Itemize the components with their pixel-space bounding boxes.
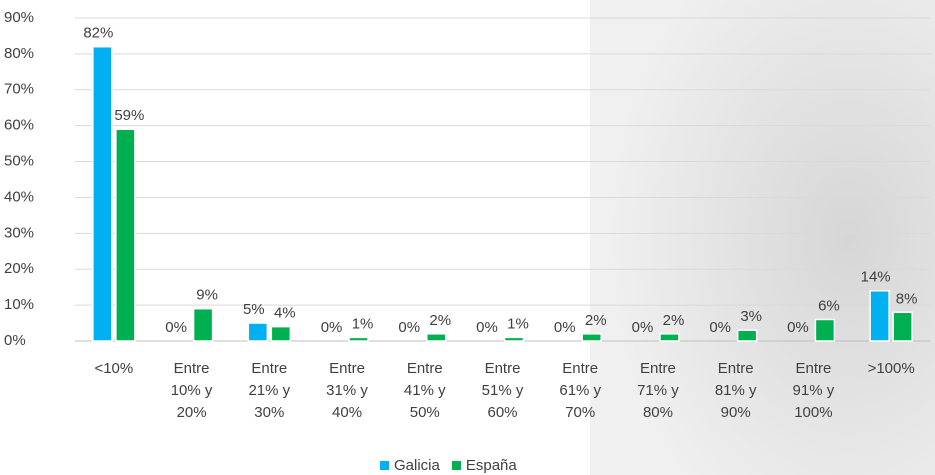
value-label: 0% [165,319,187,336]
value-label: 82% [83,25,113,42]
legend-label: Galicia [394,457,440,474]
y-tick-label: 10% [4,296,34,313]
value-label: 1% [507,315,529,332]
value-label: 0% [709,319,731,336]
bar [660,334,679,341]
legend-swatch [452,461,461,470]
x-tick-label: Entre 91% y 100% [774,358,852,424]
x-tick-label: Entre 61% y 70% [541,358,619,424]
y-tick-label: 50% [4,153,34,170]
bar [815,319,834,341]
x-tick-label: <10% [75,358,153,380]
bar [248,323,267,341]
bar [93,47,112,341]
bar [893,312,912,341]
value-label: 14% [861,269,891,286]
x-tick-label: Entre 31% y 40% [308,358,386,424]
x-tick-label: Entre 81% y 90% [697,358,775,424]
value-label: 5% [243,301,265,318]
bar [116,129,135,341]
x-tick-label: Entre 51% y 60% [464,358,542,424]
legend-swatch [380,461,389,470]
bar [271,327,290,341]
value-label: 3% [740,308,762,325]
bar [427,334,446,341]
value-label: 2% [663,312,685,329]
value-label: 0% [632,319,654,336]
legend-label: España [466,457,517,474]
x-tick-label: Entre 71% y 80% [619,358,697,424]
y-tick-label: 90% [4,9,34,26]
x-tick-label: Entre 41% y 50% [386,358,464,424]
value-label: 2% [429,312,451,329]
x-tick-label: Entre 10% y 20% [153,358,231,424]
legend-item: Galicia [380,457,440,474]
value-label: 0% [398,319,420,336]
bar [738,330,757,341]
value-label: 1% [352,315,374,332]
x-tick-label: Entre 21% y 30% [230,358,308,424]
y-tick-label: 20% [4,260,34,277]
bar [582,334,601,341]
value-label: 0% [476,319,498,336]
value-label: 9% [196,287,218,304]
bar [870,291,889,341]
y-tick-label: 70% [4,81,34,98]
x-tick-label: >100% [852,358,930,380]
legend: Galicia España [380,457,529,474]
y-tick-label: 0% [4,332,26,349]
value-label: 0% [787,319,809,336]
value-label: 4% [274,305,296,322]
chart: 0% 10% 20% 30% 40% 50% 60% 70% 80% 90% 82% 59% 0% 9% 5… [0,0,935,475]
y-tick-label: 80% [4,45,34,62]
y-tick-label: 30% [4,224,34,241]
value-label: 59% [114,107,144,124]
value-label: 2% [585,312,607,329]
y-tick-label: 40% [4,188,34,205]
value-label: 6% [818,297,840,314]
bar [349,337,368,341]
value-label: 8% [896,290,918,307]
y-tick-label: 60% [4,117,34,134]
value-label: 0% [321,319,343,336]
bar [505,337,524,341]
legend-item: España [452,457,517,474]
value-label: 0% [554,319,576,336]
bar [194,309,213,341]
